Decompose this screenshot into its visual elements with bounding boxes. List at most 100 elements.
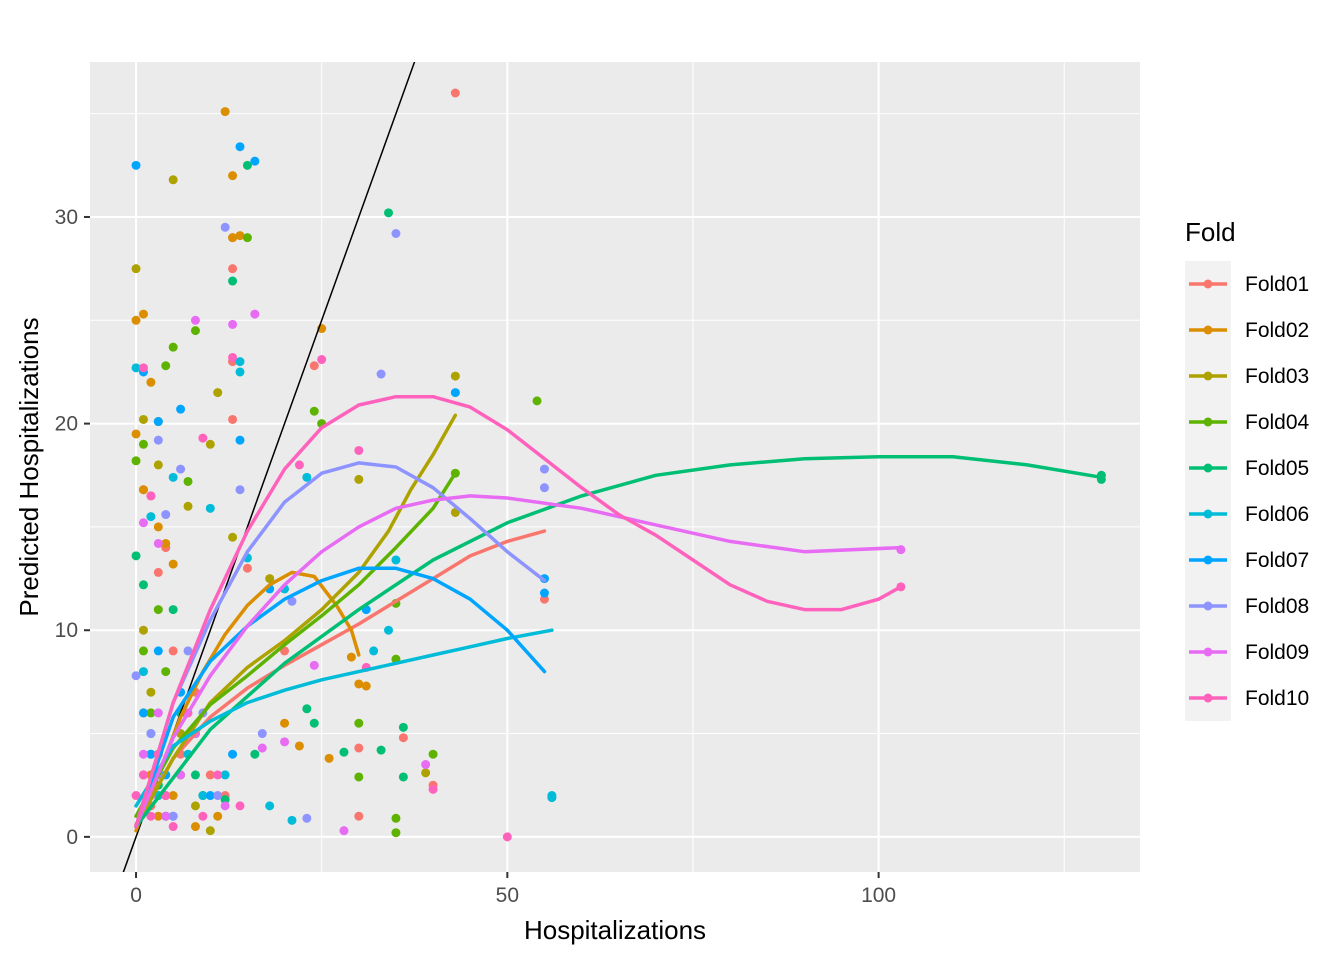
data-point xyxy=(250,156,260,166)
data-point xyxy=(153,811,163,821)
data-point xyxy=(324,753,334,763)
legend-key-point xyxy=(1203,371,1213,381)
data-point xyxy=(450,388,460,398)
data-point xyxy=(235,435,245,445)
data-point xyxy=(391,813,401,823)
legend-label: Fold08 xyxy=(1245,595,1309,618)
data-point xyxy=(532,396,542,406)
data-point xyxy=(539,483,549,493)
legend-key-point xyxy=(1203,555,1213,565)
data-point xyxy=(138,363,148,373)
data-point xyxy=(228,532,238,542)
data-point xyxy=(265,801,275,811)
smooth-line-fold08 xyxy=(134,461,547,829)
data-layer xyxy=(122,62,1106,872)
legend-item-fold02: Fold02 xyxy=(1189,319,1309,342)
data-point xyxy=(220,801,230,811)
data-point xyxy=(339,826,349,836)
data-point xyxy=(138,518,148,528)
legend: Fold Fold01 Fold02 Fold03 Fold04 Fold05 Fold0… xyxy=(1185,217,1310,721)
legend-key-background xyxy=(1185,261,1231,721)
data-point xyxy=(153,605,163,615)
data-point xyxy=(146,811,156,821)
data-point xyxy=(138,770,148,780)
data-point xyxy=(205,826,215,836)
legend-key-point xyxy=(1203,417,1213,427)
series-points-fold03 xyxy=(131,175,460,836)
data-point xyxy=(183,476,193,486)
data-point xyxy=(539,594,549,604)
data-point xyxy=(235,142,245,152)
data-point xyxy=(131,363,141,373)
data-point xyxy=(309,660,319,670)
identity-reference-line xyxy=(122,62,416,872)
grid-major xyxy=(90,62,1140,872)
data-point xyxy=(131,315,141,325)
data-point xyxy=(168,811,178,821)
data-point xyxy=(354,718,364,728)
legend-item-fold05: Fold05 xyxy=(1189,457,1309,480)
data-point xyxy=(213,791,223,801)
series-points-fold06 xyxy=(131,357,557,825)
data-point xyxy=(354,679,364,689)
data-point xyxy=(153,567,163,577)
legend-item-fold08: Fold08 xyxy=(1189,595,1309,618)
data-point xyxy=(168,822,178,832)
data-point xyxy=(228,264,238,274)
legend-key-point xyxy=(1203,693,1213,703)
data-point xyxy=(153,435,163,445)
data-point xyxy=(138,667,148,677)
data-point xyxy=(317,355,327,365)
data-point xyxy=(153,522,163,532)
legend-key-point xyxy=(1203,279,1213,289)
data-point xyxy=(213,811,223,821)
data-point xyxy=(242,233,252,243)
data-point xyxy=(146,749,156,759)
data-point xyxy=(220,795,230,805)
smooth-line-fold06 xyxy=(134,628,554,808)
data-point xyxy=(168,559,178,569)
data-point xyxy=(302,704,312,714)
data-point xyxy=(235,485,245,495)
y-tick-label: 0 xyxy=(66,826,78,849)
series-points-fold08 xyxy=(131,222,549,823)
smooth-line-fold10 xyxy=(134,394,903,829)
data-point xyxy=(131,456,141,466)
data-point xyxy=(138,439,148,449)
data-point xyxy=(539,464,549,474)
x-tick-label: 0 xyxy=(130,884,142,907)
data-point xyxy=(309,361,319,371)
axis-ticks: 0 50 100 0 10 20 30 xyxy=(55,206,896,907)
data-point xyxy=(198,811,208,821)
data-point xyxy=(168,605,178,615)
smooth-line-fold09 xyxy=(134,494,903,829)
data-point xyxy=(138,309,148,319)
y-axis-title: Predicted Hospitalizations xyxy=(14,317,44,616)
data-point xyxy=(502,832,512,842)
data-point xyxy=(146,708,156,718)
smooth-line-fold05 xyxy=(134,454,1104,829)
data-point xyxy=(198,791,208,801)
data-point xyxy=(361,681,371,691)
x-tick-label: 100 xyxy=(861,884,896,907)
legend-label: Fold03 xyxy=(1245,365,1309,388)
legend-item-fold01: Fold01 xyxy=(1189,273,1309,296)
data-point xyxy=(205,503,215,513)
data-point xyxy=(138,485,148,495)
smooth-line-fold02 xyxy=(134,570,361,833)
data-point xyxy=(131,551,141,561)
x-axis-title: Hospitalizations xyxy=(524,915,706,945)
data-point xyxy=(131,160,141,170)
data-point xyxy=(309,406,319,416)
data-point xyxy=(265,574,275,584)
data-point xyxy=(354,772,364,782)
data-point xyxy=(190,315,200,325)
data-point xyxy=(354,474,364,484)
data-point xyxy=(146,377,156,387)
x-tick-label: 50 xyxy=(496,884,519,907)
data-point xyxy=(161,361,171,371)
data-point xyxy=(257,743,267,753)
smooth-line-fold07 xyxy=(134,566,547,829)
data-point xyxy=(131,671,141,681)
